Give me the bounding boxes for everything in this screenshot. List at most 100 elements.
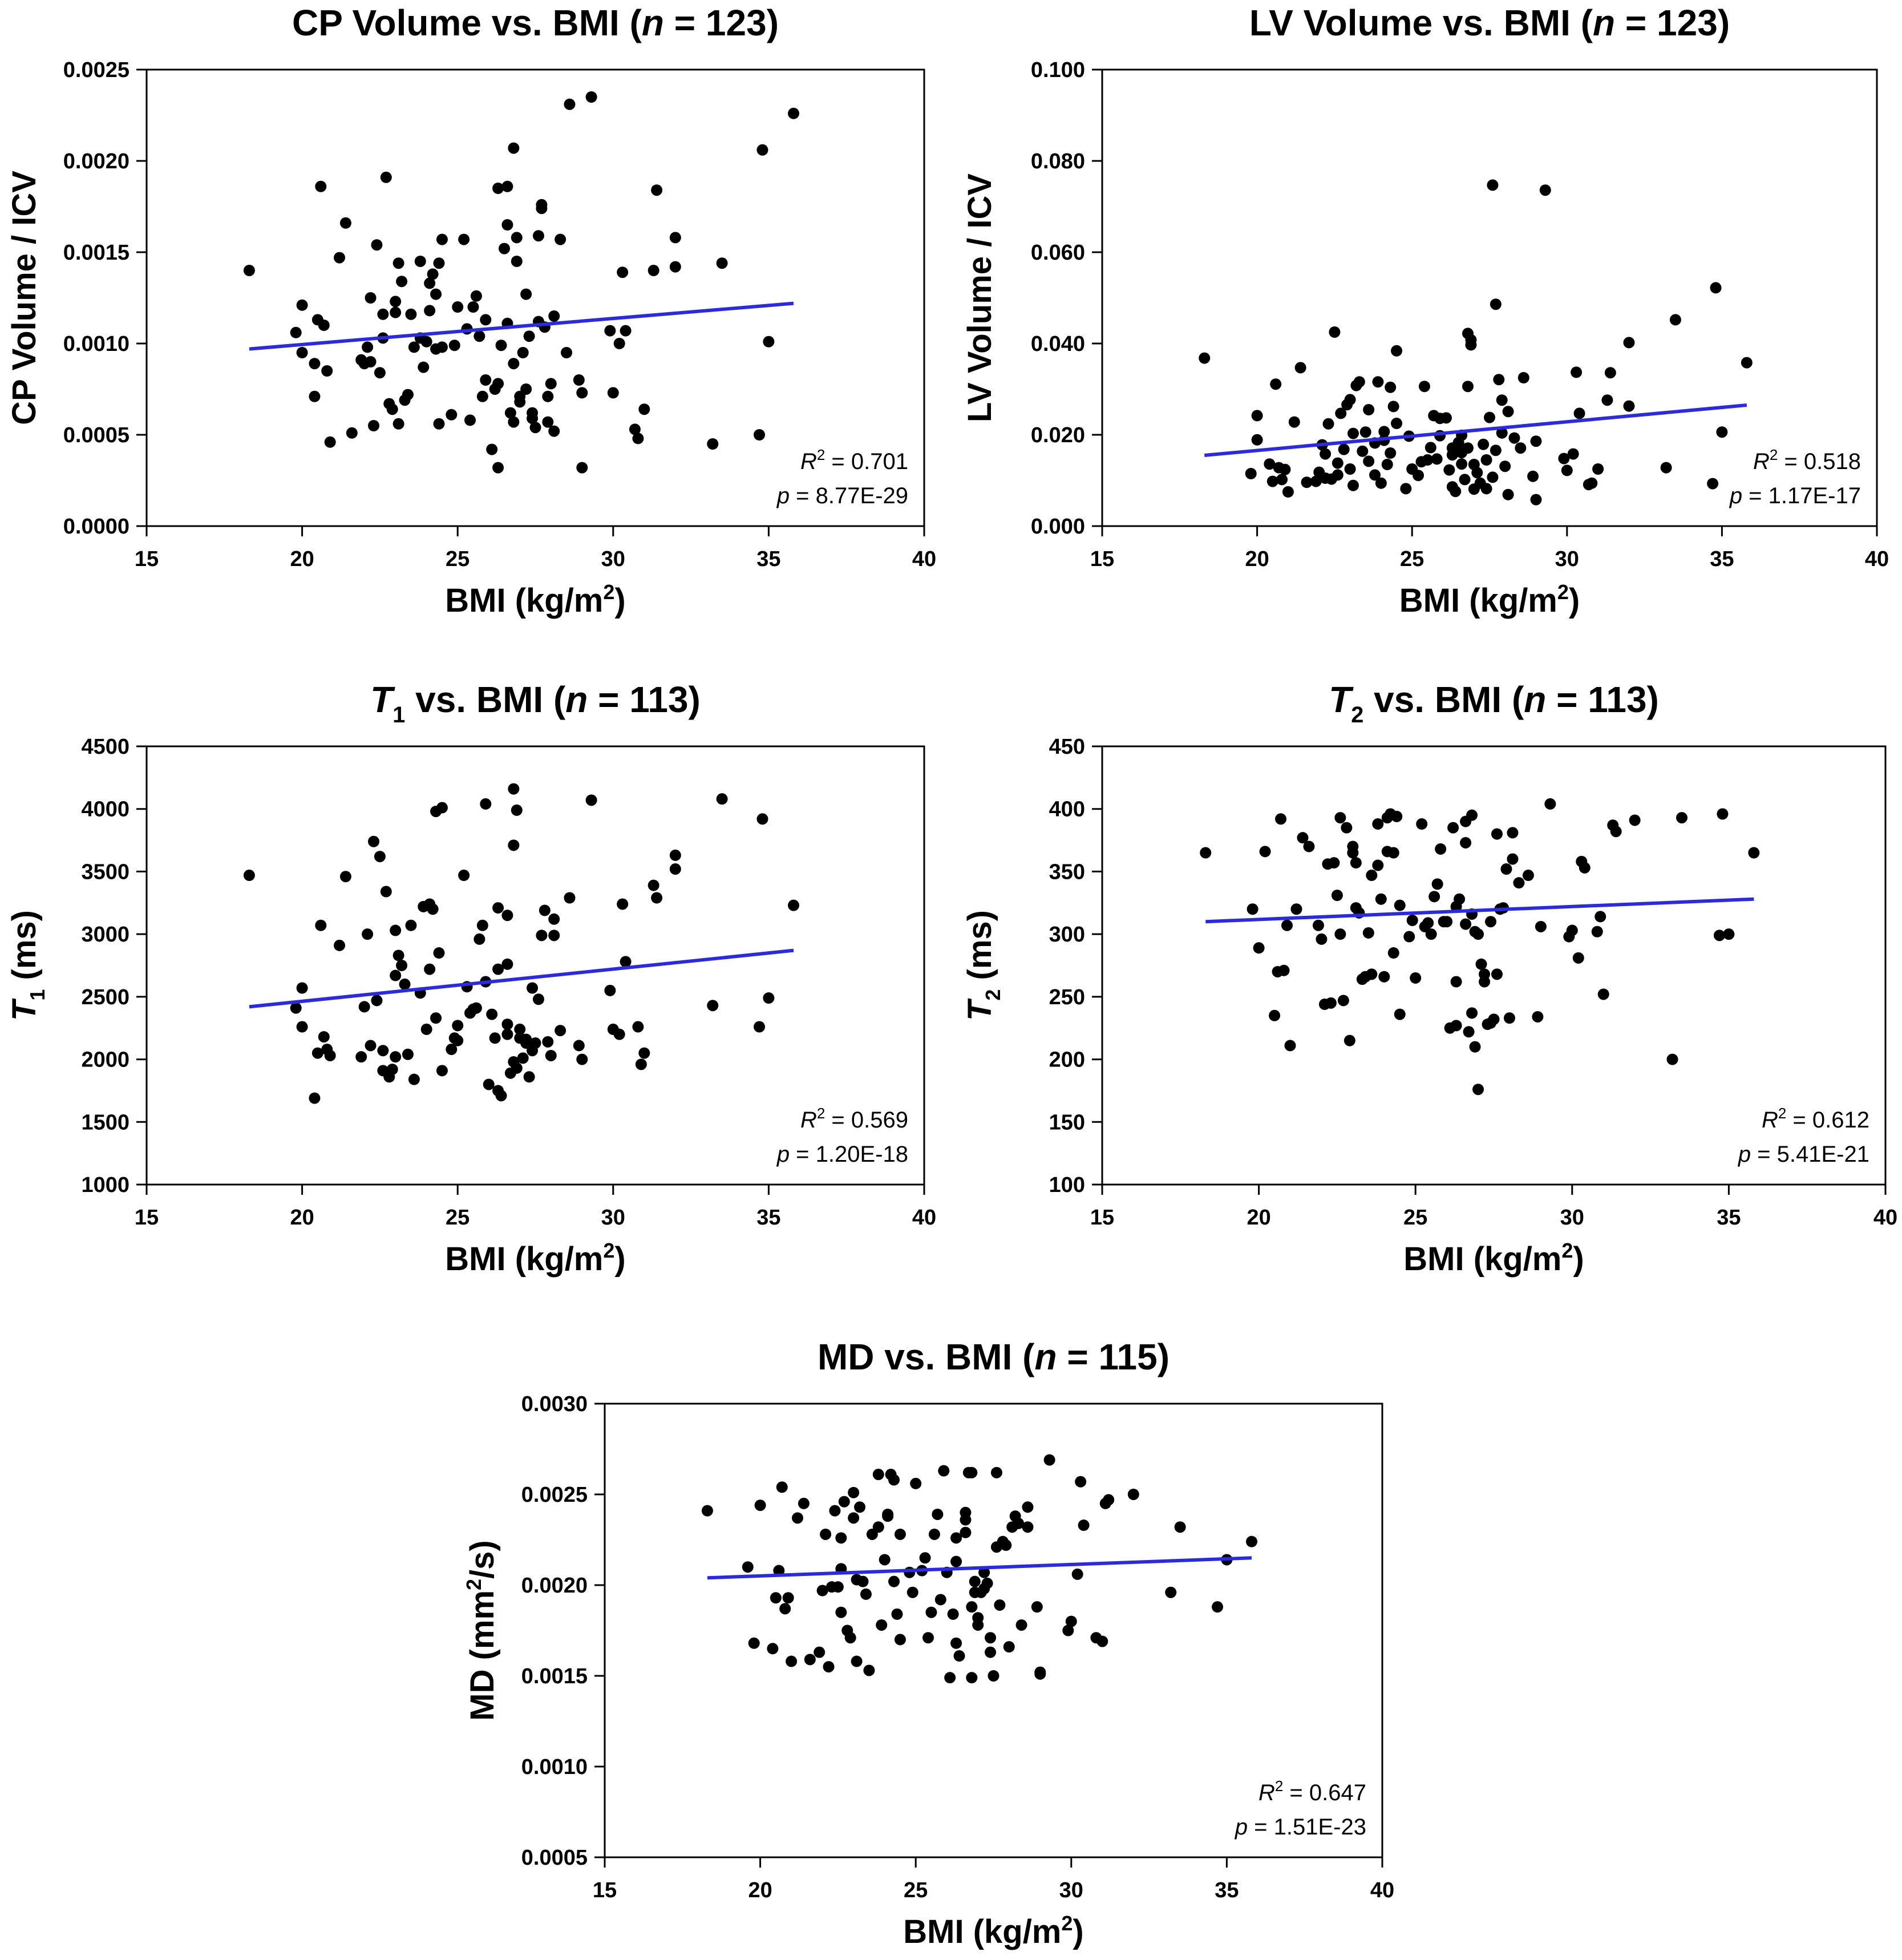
x-tick-label: 35 [756,1206,780,1230]
data-point [1493,374,1505,386]
data-point [420,336,432,347]
data-point [1245,468,1257,479]
data-point [561,347,573,358]
data-point [339,871,351,883]
data-point [433,418,445,430]
data-point [374,367,386,379]
data-point [1544,798,1556,810]
data-point [1325,997,1337,1009]
data-point [433,947,445,959]
y-tick-label: 0.0025 [63,58,130,82]
data-point [501,1028,513,1040]
data-point [994,1599,1006,1611]
data-point [1522,870,1534,882]
data-point [436,802,448,814]
data-point [1301,476,1313,488]
data-point [1507,853,1519,865]
y-tick-label: 3500 [81,860,130,884]
data-point [1716,426,1728,438]
data-point [1022,1521,1034,1533]
p-value-label: p = 5.41E-21 [1738,1142,1869,1167]
data-point [1264,458,1276,470]
data-point [290,326,302,338]
data-point [1440,412,1452,424]
x-tick-label: 25 [446,547,470,571]
data-point [1503,1012,1515,1024]
x-tick-label: 35 [1710,547,1734,571]
data-point [1413,470,1425,482]
data-point [1372,859,1384,871]
data-point [635,1058,647,1070]
data-point [1359,426,1371,438]
data-point [1459,474,1471,486]
data-point [315,180,327,192]
chart-title: T2 vs. BMI (n = 113) [1329,679,1659,728]
r-squared-label: R2 = 0.612 [1762,1105,1869,1133]
data-point [1431,453,1443,465]
data-point [1604,367,1616,379]
x-tick-label: 40 [912,547,936,571]
data-point [1601,394,1613,406]
data-point [542,416,554,428]
data-point [1466,1007,1478,1019]
data-point [511,1062,523,1074]
data-point [1418,381,1430,393]
data-point [390,924,402,936]
data-point [1623,400,1635,412]
y-tick-label: 1500 [81,1110,130,1134]
data-point [427,903,439,915]
data-point [985,1632,997,1644]
data-point [1344,463,1356,475]
plot-frame [145,745,925,1186]
plot-frame [1101,745,1887,1186]
data-point [390,1051,402,1063]
data-point [1303,840,1315,852]
data-point [514,1023,526,1035]
data-point [1378,971,1390,983]
y-axis-label: MD (mm2/s) [462,1540,501,1720]
data-point [1391,418,1403,429]
data-point [1465,339,1477,351]
data-point [585,794,597,806]
data-point [495,1090,507,1102]
chart-title: LV Volume vs. BMI (n = 123) [1249,2,1730,43]
x-axis-label: BMI (kg/m2) [903,1911,1083,1950]
data-point [498,243,510,254]
data-point [1676,812,1688,824]
data-point [470,290,482,302]
x-tick-label: 40 [1370,1878,1394,1902]
data-point [243,870,255,882]
data-point [910,1477,922,1489]
data-point [585,91,597,103]
data-point [1385,381,1397,393]
x-tick-label: 30 [1059,1878,1083,1902]
data-point [452,301,464,313]
data-point [1579,862,1591,874]
data-point [365,1040,377,1052]
data-point [947,1608,959,1620]
data-point [1629,814,1641,826]
data-point [1391,810,1403,822]
data-point [907,1586,918,1598]
y-tick-label: 0.0020 [63,149,130,173]
data-point [243,265,255,276]
data-point [1347,847,1359,859]
r-squared-label: R2 = 0.569 [800,1105,908,1133]
data-point [950,1532,962,1544]
chart-lv-volume: LV Volume vs. BMI (n = 123) 15 20 25 30 35 40 0… [961,2,1889,619]
y-tick-label: 100 [1049,1173,1085,1197]
data-point [953,1650,965,1662]
data-point [430,1012,442,1024]
data-point [1456,458,1468,470]
data-point [527,407,539,419]
data-point [365,356,377,367]
x-tick-label: 40 [1865,547,1889,571]
data-point [1276,474,1288,486]
data-point [632,433,644,444]
data-point [1592,463,1604,475]
x-tick-label: 30 [601,1206,625,1230]
data-point [888,1575,900,1587]
data-point [1707,478,1719,490]
y-tick-label: 0.000 [1031,515,1085,539]
data-point [1454,893,1466,905]
